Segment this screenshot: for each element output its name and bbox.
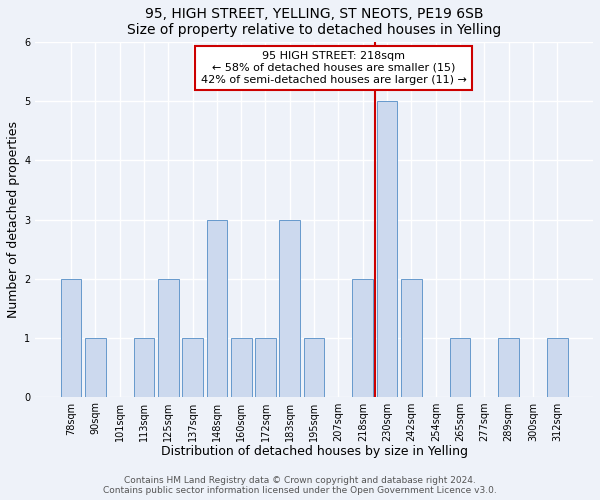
- Bar: [280, 220, 300, 396]
- Bar: [231, 338, 251, 396]
- Bar: [182, 338, 203, 396]
- Y-axis label: Number of detached properties: Number of detached properties: [7, 121, 20, 318]
- Bar: [401, 278, 422, 396]
- Bar: [206, 220, 227, 396]
- Bar: [377, 102, 397, 397]
- Bar: [158, 278, 179, 396]
- Bar: [134, 338, 154, 396]
- Text: 95 HIGH STREET: 218sqm
← 58% of detached houses are smaller (15)
42% of semi-det: 95 HIGH STREET: 218sqm ← 58% of detached…: [201, 52, 467, 84]
- Text: Contains HM Land Registry data © Crown copyright and database right 2024.
Contai: Contains HM Land Registry data © Crown c…: [103, 476, 497, 495]
- Bar: [450, 338, 470, 396]
- Bar: [85, 338, 106, 396]
- Bar: [255, 338, 276, 396]
- Bar: [304, 338, 325, 396]
- Bar: [547, 338, 568, 396]
- X-axis label: Distribution of detached houses by size in Yelling: Distribution of detached houses by size …: [161, 445, 467, 458]
- Bar: [499, 338, 519, 396]
- Bar: [61, 278, 81, 396]
- Title: 95, HIGH STREET, YELLING, ST NEOTS, PE19 6SB
Size of property relative to detach: 95, HIGH STREET, YELLING, ST NEOTS, PE19…: [127, 7, 501, 37]
- Bar: [352, 278, 373, 396]
